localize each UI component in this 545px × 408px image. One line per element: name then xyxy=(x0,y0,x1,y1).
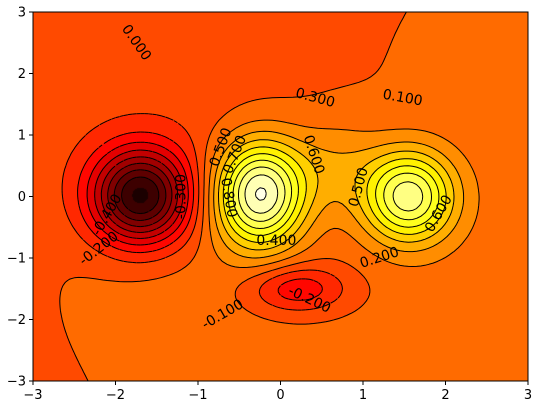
contour-line xyxy=(94,149,184,239)
contour-line xyxy=(86,141,189,246)
y-tick-label: 3 xyxy=(18,6,26,21)
contour-label: 0.800 xyxy=(217,177,240,219)
contour-line xyxy=(107,162,173,228)
x-tick-label: −2 xyxy=(106,388,125,403)
contour-line xyxy=(244,174,279,214)
contour-line xyxy=(100,156,179,233)
y-tick-label: 0 xyxy=(18,190,26,205)
contour-line xyxy=(222,146,447,243)
contour-line xyxy=(227,153,440,236)
x-tick-label: 2 xyxy=(441,388,449,403)
y-axis: −3 −2 −1 0 1 2 3 xyxy=(7,6,33,390)
contour-line xyxy=(59,12,407,381)
contour-fill-image xyxy=(33,12,528,381)
contour-label: -0.300 xyxy=(174,174,190,219)
x-axis: −3 −2 −1 0 1 2 3 xyxy=(23,381,532,403)
y-tick-label: −1 xyxy=(7,252,26,267)
x-tick-label: −3 xyxy=(23,388,42,403)
y-tick-label: −2 xyxy=(7,313,26,328)
contour-line xyxy=(232,159,432,229)
x-tick-label: 3 xyxy=(524,388,532,403)
contour-line xyxy=(61,113,343,311)
y-tick-label: 1 xyxy=(18,129,26,144)
contour-line xyxy=(121,176,160,214)
x-tick-label: 0 xyxy=(276,388,284,403)
contour-line xyxy=(255,187,267,201)
contour-line xyxy=(213,130,465,259)
contour-line xyxy=(238,166,424,222)
contour-line xyxy=(208,119,480,268)
contour-line xyxy=(113,169,167,221)
x-tick-label: 1 xyxy=(359,388,367,403)
y-tick-label: −3 xyxy=(7,375,26,390)
y-tick-label: 2 xyxy=(18,67,26,82)
contour-line xyxy=(77,131,323,301)
contour-line xyxy=(218,139,455,251)
contour-label: 0.400 xyxy=(256,233,296,249)
contour-lines xyxy=(59,12,480,381)
contour-label: 0.100 xyxy=(381,87,423,110)
x-tick-label: −1 xyxy=(188,388,207,403)
